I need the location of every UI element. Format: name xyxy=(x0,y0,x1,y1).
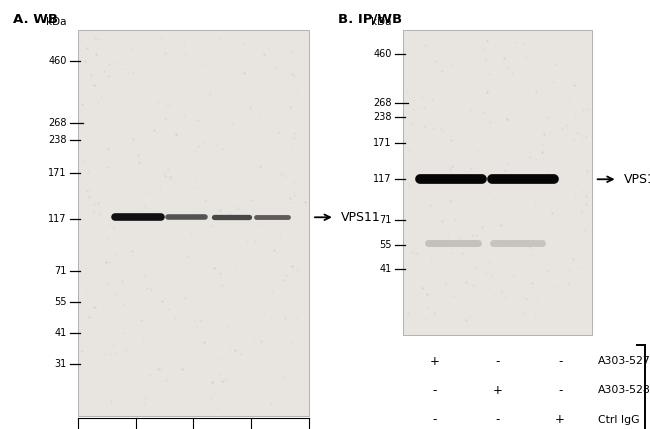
Text: 71: 71 xyxy=(54,266,66,276)
Text: -: - xyxy=(558,355,562,368)
Text: 117: 117 xyxy=(373,174,391,184)
Text: 460: 460 xyxy=(373,49,391,59)
Text: kDa: kDa xyxy=(371,17,391,27)
Text: 41: 41 xyxy=(55,328,66,338)
Text: +: + xyxy=(492,384,502,397)
Text: -: - xyxy=(432,413,437,426)
Text: -: - xyxy=(495,355,499,368)
Text: VPS11: VPS11 xyxy=(624,173,650,186)
Text: -: - xyxy=(558,384,562,397)
Text: 31: 31 xyxy=(55,359,66,369)
Text: 268: 268 xyxy=(373,98,391,108)
Text: 55: 55 xyxy=(54,297,66,307)
Text: 238: 238 xyxy=(48,135,66,145)
Text: kDa: kDa xyxy=(46,17,66,27)
FancyBboxPatch shape xyxy=(403,30,592,335)
Text: 117: 117 xyxy=(48,214,66,224)
Text: 41: 41 xyxy=(380,264,391,274)
Text: 71: 71 xyxy=(379,215,391,225)
Text: 268: 268 xyxy=(48,118,66,128)
Text: A303-528A: A303-528A xyxy=(598,385,650,396)
Text: 238: 238 xyxy=(373,112,391,122)
Text: 171: 171 xyxy=(48,168,66,178)
Text: +: + xyxy=(555,413,565,426)
Text: Ctrl IgG: Ctrl IgG xyxy=(598,414,640,425)
Text: A. WB: A. WB xyxy=(13,13,58,26)
FancyBboxPatch shape xyxy=(78,30,309,416)
Text: 171: 171 xyxy=(373,138,391,148)
Text: 460: 460 xyxy=(48,56,66,66)
Text: -: - xyxy=(432,384,437,397)
Text: 55: 55 xyxy=(379,240,391,250)
Text: -: - xyxy=(495,413,499,426)
Text: A303-527A: A303-527A xyxy=(598,356,650,366)
Text: B. IP/WB: B. IP/WB xyxy=(338,13,402,26)
Text: VPS11: VPS11 xyxy=(341,211,381,224)
Text: +: + xyxy=(430,355,439,368)
